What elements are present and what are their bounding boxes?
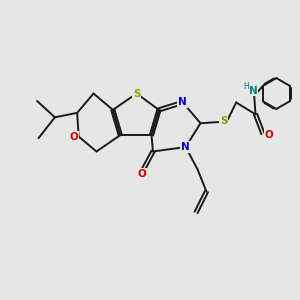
Text: H: H — [243, 82, 249, 91]
Text: N: N — [181, 142, 190, 152]
Text: S: S — [220, 116, 227, 126]
Text: O: O — [265, 130, 273, 140]
Text: O: O — [138, 169, 146, 179]
Text: N: N — [178, 98, 187, 107]
Text: O: O — [70, 132, 79, 142]
Text: S: S — [133, 88, 140, 98]
Text: N: N — [249, 85, 258, 96]
